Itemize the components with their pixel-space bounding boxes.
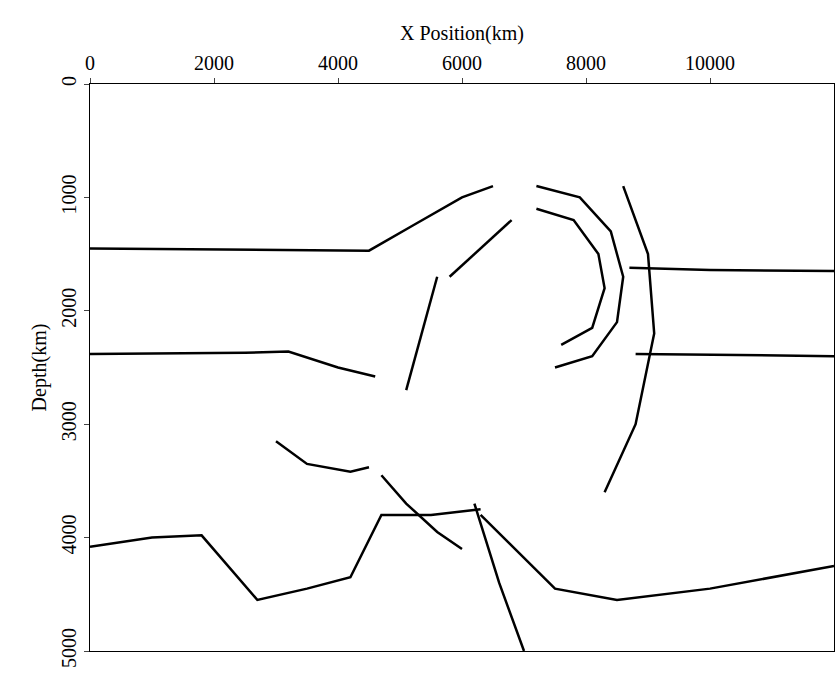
- svg-text:8000: 8000: [566, 52, 606, 74]
- svg-text:10000: 10000: [685, 52, 735, 74]
- svg-text:3000: 3000: [58, 401, 80, 441]
- svg-text:4000: 4000: [58, 515, 80, 555]
- svg-text:5000: 5000: [58, 628, 80, 668]
- svg-text:4000: 4000: [318, 52, 358, 74]
- svg-text:2000: 2000: [58, 288, 80, 328]
- svg-text:X Position(km): X Position(km): [400, 22, 524, 45]
- svg-text:1000: 1000: [58, 174, 80, 214]
- svg-text:2000: 2000: [194, 52, 234, 74]
- svg-text:0: 0: [58, 76, 80, 86]
- svg-text:0: 0: [85, 52, 95, 74]
- svg-text:Depth(km): Depth(km): [28, 324, 51, 412]
- svg-text:6000: 6000: [442, 52, 482, 74]
